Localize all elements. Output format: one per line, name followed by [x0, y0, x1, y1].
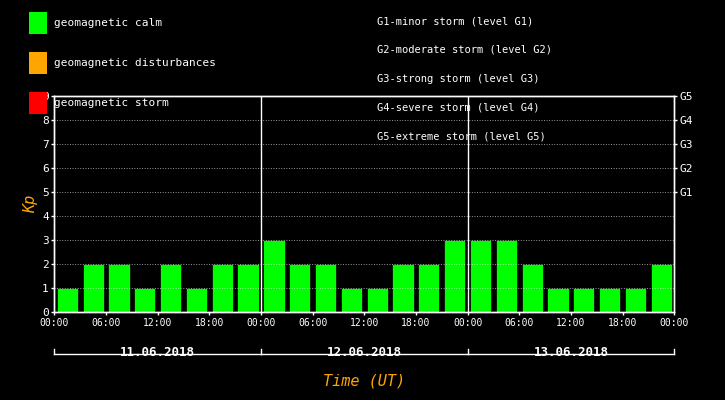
- Bar: [134, 288, 155, 312]
- Text: Time (UT): Time (UT): [323, 374, 405, 389]
- Bar: [341, 288, 362, 312]
- Bar: [315, 264, 336, 312]
- Bar: [651, 264, 672, 312]
- Bar: [186, 288, 207, 312]
- Text: geomagnetic disturbances: geomagnetic disturbances: [54, 58, 216, 68]
- Bar: [470, 240, 491, 312]
- Bar: [392, 264, 414, 312]
- Bar: [573, 288, 594, 312]
- Bar: [444, 240, 465, 312]
- Bar: [57, 288, 78, 312]
- Text: 12.06.2018: 12.06.2018: [327, 346, 402, 359]
- Y-axis label: Kp: Kp: [23, 195, 38, 213]
- Bar: [496, 240, 517, 312]
- Bar: [160, 264, 181, 312]
- Text: 13.06.2018: 13.06.2018: [534, 346, 608, 359]
- Text: 11.06.2018: 11.06.2018: [120, 346, 195, 359]
- Text: G4-severe storm (level G4): G4-severe storm (level G4): [377, 102, 539, 112]
- Bar: [599, 288, 621, 312]
- Bar: [108, 264, 130, 312]
- Bar: [521, 264, 543, 312]
- Text: geomagnetic storm: geomagnetic storm: [54, 98, 169, 108]
- Text: G2-moderate storm (level G2): G2-moderate storm (level G2): [377, 45, 552, 55]
- Bar: [212, 264, 233, 312]
- Bar: [289, 264, 310, 312]
- Bar: [263, 240, 284, 312]
- Text: G1-minor storm (level G1): G1-minor storm (level G1): [377, 16, 534, 26]
- Text: G3-strong storm (level G3): G3-strong storm (level G3): [377, 74, 539, 84]
- Bar: [238, 264, 259, 312]
- Bar: [418, 264, 439, 312]
- Bar: [547, 288, 568, 312]
- Bar: [367, 288, 388, 312]
- Bar: [625, 288, 646, 312]
- Text: G5-extreme storm (level G5): G5-extreme storm (level G5): [377, 131, 546, 141]
- Text: geomagnetic calm: geomagnetic calm: [54, 18, 162, 28]
- Bar: [83, 264, 104, 312]
